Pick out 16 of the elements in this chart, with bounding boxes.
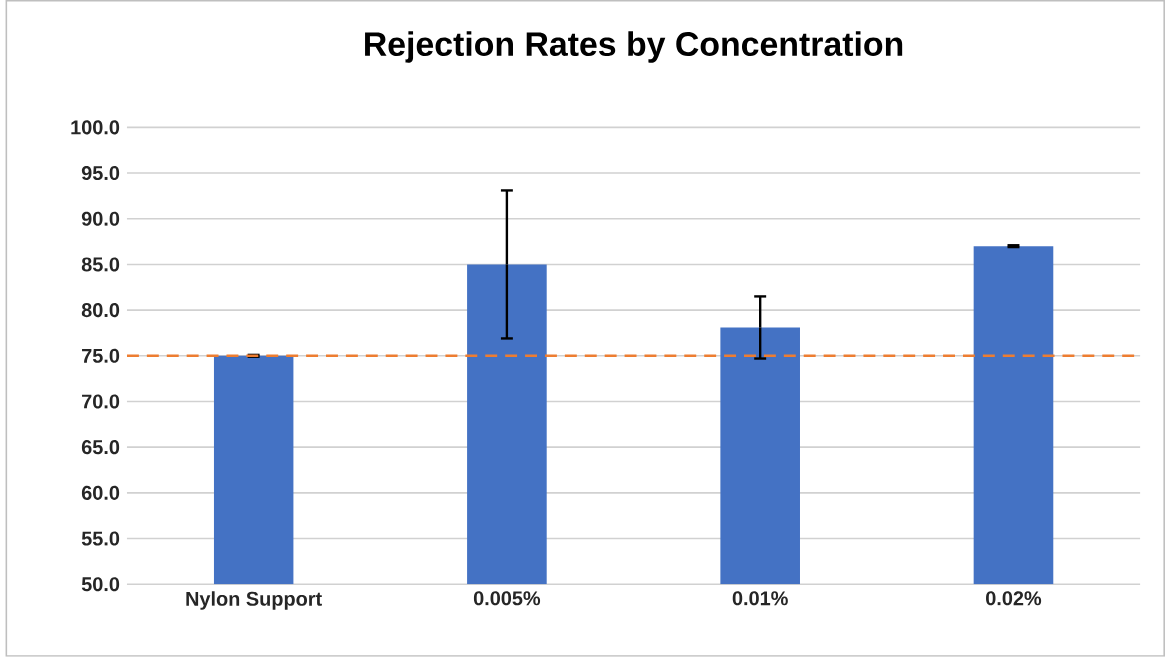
x-tick-label: Nylon Support (186, 591, 322, 610)
y-tick-label: 90.0 (81, 211, 120, 226)
chart-title: Rejection Rates by Concentration (365, 31, 903, 63)
y-tick-label: 50.0 (81, 577, 120, 592)
y-tick-label: 55.0 (81, 531, 120, 546)
y-tick-label: 70.0 (82, 394, 120, 409)
y-tick-label: 85.0 (81, 257, 120, 272)
y-tick-label: 75.0 (82, 348, 120, 363)
y-tick-label: 60.0 (81, 485, 120, 500)
x-tick-label: 0.02% (986, 591, 1042, 606)
y-tick-label: 65.0 (81, 440, 120, 455)
x-tick-label: 0.01% (732, 591, 788, 606)
y-tick-label: 80.0 (81, 303, 120, 318)
y-tick-label: 100.0 (71, 120, 120, 135)
x-tick-label: 0.005% (473, 591, 541, 606)
y-tick-label: 95.0 (81, 166, 120, 181)
